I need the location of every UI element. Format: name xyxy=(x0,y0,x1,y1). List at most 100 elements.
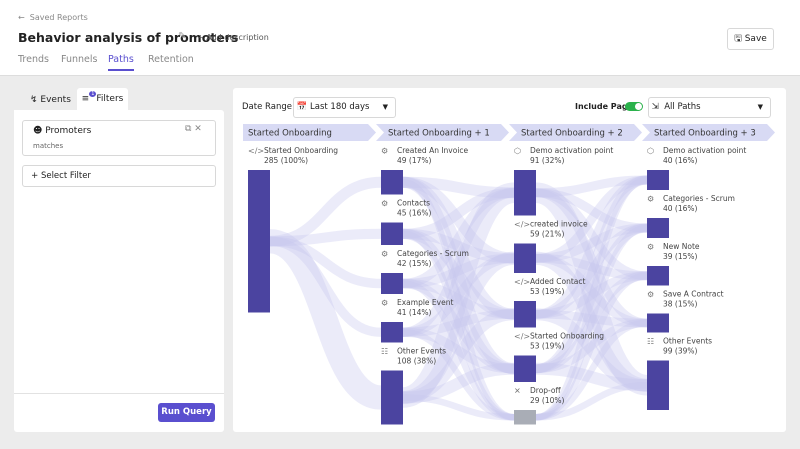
flow xyxy=(402,278,515,319)
save-text[interactable]: Save xyxy=(744,34,767,44)
flow xyxy=(402,178,515,421)
node-icon: ⚙ xyxy=(647,243,654,252)
node-icon: ☷ xyxy=(381,347,388,356)
flow xyxy=(402,308,515,404)
node-icon: </> xyxy=(514,332,530,341)
add-description[interactable]: + Add description xyxy=(197,33,269,42)
node-icon: </> xyxy=(514,220,530,229)
node-label: Contacts xyxy=(397,199,430,208)
tab[interactable]: Trends xyxy=(18,54,49,65)
flow xyxy=(402,327,515,374)
node-stats: 91 (32%) xyxy=(530,156,565,165)
node-icon: ⚙ xyxy=(381,147,388,156)
node-label: Example Event xyxy=(397,298,453,307)
flow xyxy=(535,188,648,328)
flow xyxy=(402,362,515,404)
select-filter[interactable]: + Select Filter xyxy=(22,165,216,187)
flow xyxy=(401,182,516,408)
save-button[interactable]: 🖫 Save xyxy=(727,28,774,50)
node-bar xyxy=(647,218,669,238)
select-filter-text[interactable]: Select Filter xyxy=(40,171,91,181)
node-label: New Note xyxy=(663,242,700,251)
breadcrumb-text[interactable]: Saved Reports xyxy=(29,13,88,22)
node-bar xyxy=(381,222,403,245)
flow xyxy=(402,394,515,421)
filter-name: ☻ Promoters xyxy=(33,126,92,136)
flow xyxy=(402,176,515,199)
node-label: Drop-off xyxy=(530,386,561,395)
add-description-text[interactable]: Add description xyxy=(206,33,269,42)
tab[interactable]: Funnels xyxy=(61,54,98,65)
report-title: Behavior analysis of promoters xyxy=(18,30,239,45)
node-bar xyxy=(647,360,669,410)
tab[interactable]: Paths xyxy=(108,54,134,71)
flow xyxy=(268,229,383,410)
column-title: Started Onboarding + 1 xyxy=(388,129,490,139)
flow xyxy=(535,271,648,319)
flow xyxy=(535,319,648,421)
events-tab-text[interactable]: Events xyxy=(40,95,71,105)
flow xyxy=(535,251,648,392)
flow xyxy=(535,223,648,263)
flow xyxy=(402,253,515,337)
events-tab[interactable]: ↯ Events xyxy=(30,95,71,105)
node-bar xyxy=(514,243,536,273)
column-header xyxy=(376,124,509,141)
filter-card[interactable]: ☻ Promoters matches ⧉ ✕ xyxy=(22,120,216,156)
filters-tab-text[interactable]: Filters xyxy=(96,94,124,104)
node-stats: 45 (16%) xyxy=(397,209,432,218)
node-label: created invoice xyxy=(530,220,588,229)
node-stats: 108 (38%) xyxy=(397,357,436,366)
node-bar xyxy=(381,170,403,195)
node-label: Other Events xyxy=(397,347,446,356)
include-pages-toggle[interactable] xyxy=(625,102,643,111)
flow xyxy=(402,188,515,337)
flow xyxy=(402,187,515,239)
edit-icon[interactable]: ✎ xyxy=(178,31,187,42)
paths-diagram: Started Onboarding</> Started Onboarding2… xyxy=(243,124,775,425)
divider xyxy=(14,393,224,394)
node-stats: 40 (16%) xyxy=(663,156,698,165)
include-pages-label: Include Pages xyxy=(575,102,638,111)
node-stats: 38 (15%) xyxy=(663,300,698,309)
node-label: Demo activation point xyxy=(663,146,746,155)
run-query[interactable]: Run Query xyxy=(158,403,215,422)
flow xyxy=(535,175,648,198)
flow xyxy=(534,182,649,396)
filters-tab[interactable]: ≡ 1 Filters xyxy=(77,88,128,110)
flow xyxy=(402,176,515,320)
left-panel: ☻ Promoters matches ⧉ ✕ + Select Filter … xyxy=(14,110,224,432)
filter-actions[interactable]: ⧉ ✕ xyxy=(185,124,202,134)
paths-dropdown[interactable]: ⇲ All Paths ▼ xyxy=(648,97,771,118)
date-range-dropdown[interactable]: 📅 Last 180 days ▼ xyxy=(293,97,396,118)
tab[interactable]: Retention xyxy=(148,54,194,65)
flow xyxy=(402,253,515,289)
flow xyxy=(535,188,648,281)
column-title: Started Onboarding + 2 xyxy=(521,129,623,139)
flow xyxy=(269,236,382,289)
node-bar xyxy=(381,273,403,294)
node-stats: 39 (15%) xyxy=(663,252,698,261)
flow xyxy=(402,278,515,374)
flow xyxy=(535,223,648,374)
date-range-text[interactable]: Last 180 days xyxy=(310,102,370,112)
node-bar xyxy=(647,266,669,286)
flow xyxy=(535,308,648,392)
flow xyxy=(535,223,648,319)
flow xyxy=(535,175,648,263)
node-bar xyxy=(381,322,403,343)
node-icon: ⬡ xyxy=(647,147,654,156)
node-label: Other Events xyxy=(663,337,712,346)
flow xyxy=(402,188,515,289)
flow xyxy=(535,176,648,421)
flow xyxy=(535,309,648,328)
node-icon: ☷ xyxy=(647,337,654,346)
paths-text[interactable]: All Paths xyxy=(664,102,701,112)
flow xyxy=(402,309,515,337)
breadcrumb[interactable]: ← Saved Reports xyxy=(18,13,88,22)
node-label: Created An Invoice xyxy=(397,146,469,155)
node-label: Demo activation point xyxy=(530,146,613,155)
node-bar xyxy=(514,355,536,382)
column-title: Started Onboarding xyxy=(248,129,332,139)
flow xyxy=(402,176,515,375)
